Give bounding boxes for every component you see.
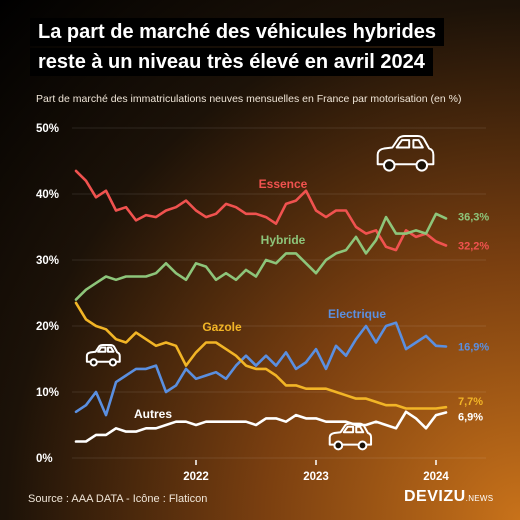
car-icon: [376, 134, 435, 172]
series-line-essence: [74, 169, 448, 252]
series-labels: Essence 32,2% Hybride 36,3% Electrique 16,9% G…: [134, 177, 489, 423]
title-line-1: La part de marché des véhicules hybrides: [30, 18, 444, 46]
y-tick-label: 0%: [36, 453, 53, 465]
series-end-label-gazole: 7,7%: [458, 396, 483, 408]
y-tick-label: 10%: [36, 387, 59, 399]
series-end-label-hybride: 36,3%: [458, 211, 489, 223]
source-note: Source : AAA DATA - Icône : Flaticon: [28, 493, 208, 505]
brand-main: DEVIZU: [404, 488, 466, 505]
y-axis-ticks: 0% 10% 20% 30% 40% 50%: [36, 123, 59, 465]
series-name-electrique: Electrique: [328, 307, 386, 321]
chart-subtitle: Part de marché des immatriculations neuv…: [36, 93, 462, 105]
x-tick-label: 2024: [423, 471, 449, 483]
series-end-label-essence: 32,2%: [458, 240, 489, 252]
series-line-electrique: [74, 321, 448, 417]
series-line-hybride: [74, 212, 448, 301]
x-tick-label: 2022: [183, 471, 209, 483]
title-line-2: reste à un niveau très élevé en avril 20…: [30, 48, 433, 76]
x-tick-label: 2023: [303, 471, 329, 483]
brand-logo: DEVIZU.NEWS: [404, 488, 493, 506]
car-icon: [85, 343, 121, 367]
series-name-hybride: Hybride: [261, 233, 306, 247]
grid-lines: [72, 127, 486, 459]
y-tick-label: 20%: [36, 321, 59, 333]
series-line-autres: [74, 410, 448, 443]
series-end-label-autres: 6,9%: [458, 411, 483, 423]
series-end-label-electrique: 16,9%: [458, 341, 489, 353]
y-tick-label: 40%: [36, 189, 59, 201]
car-icon: [328, 422, 373, 451]
series-name-gazole: Gazole: [202, 320, 242, 334]
brand-suffix: .NEWS: [465, 494, 494, 503]
series-line-gazole: [74, 301, 448, 410]
y-tick-label: 50%: [36, 123, 59, 135]
series-name-essence: Essence: [259, 177, 308, 191]
chart-title: La part de marché des véhicules hybrides…: [30, 18, 472, 78]
series-lines: [74, 169, 448, 443]
y-tick-label: 30%: [36, 255, 59, 267]
series-name-autres: Autres: [134, 407, 172, 421]
car-icons: [85, 134, 435, 451]
x-axis-ticks: 2022 2023 2024: [183, 460, 449, 483]
